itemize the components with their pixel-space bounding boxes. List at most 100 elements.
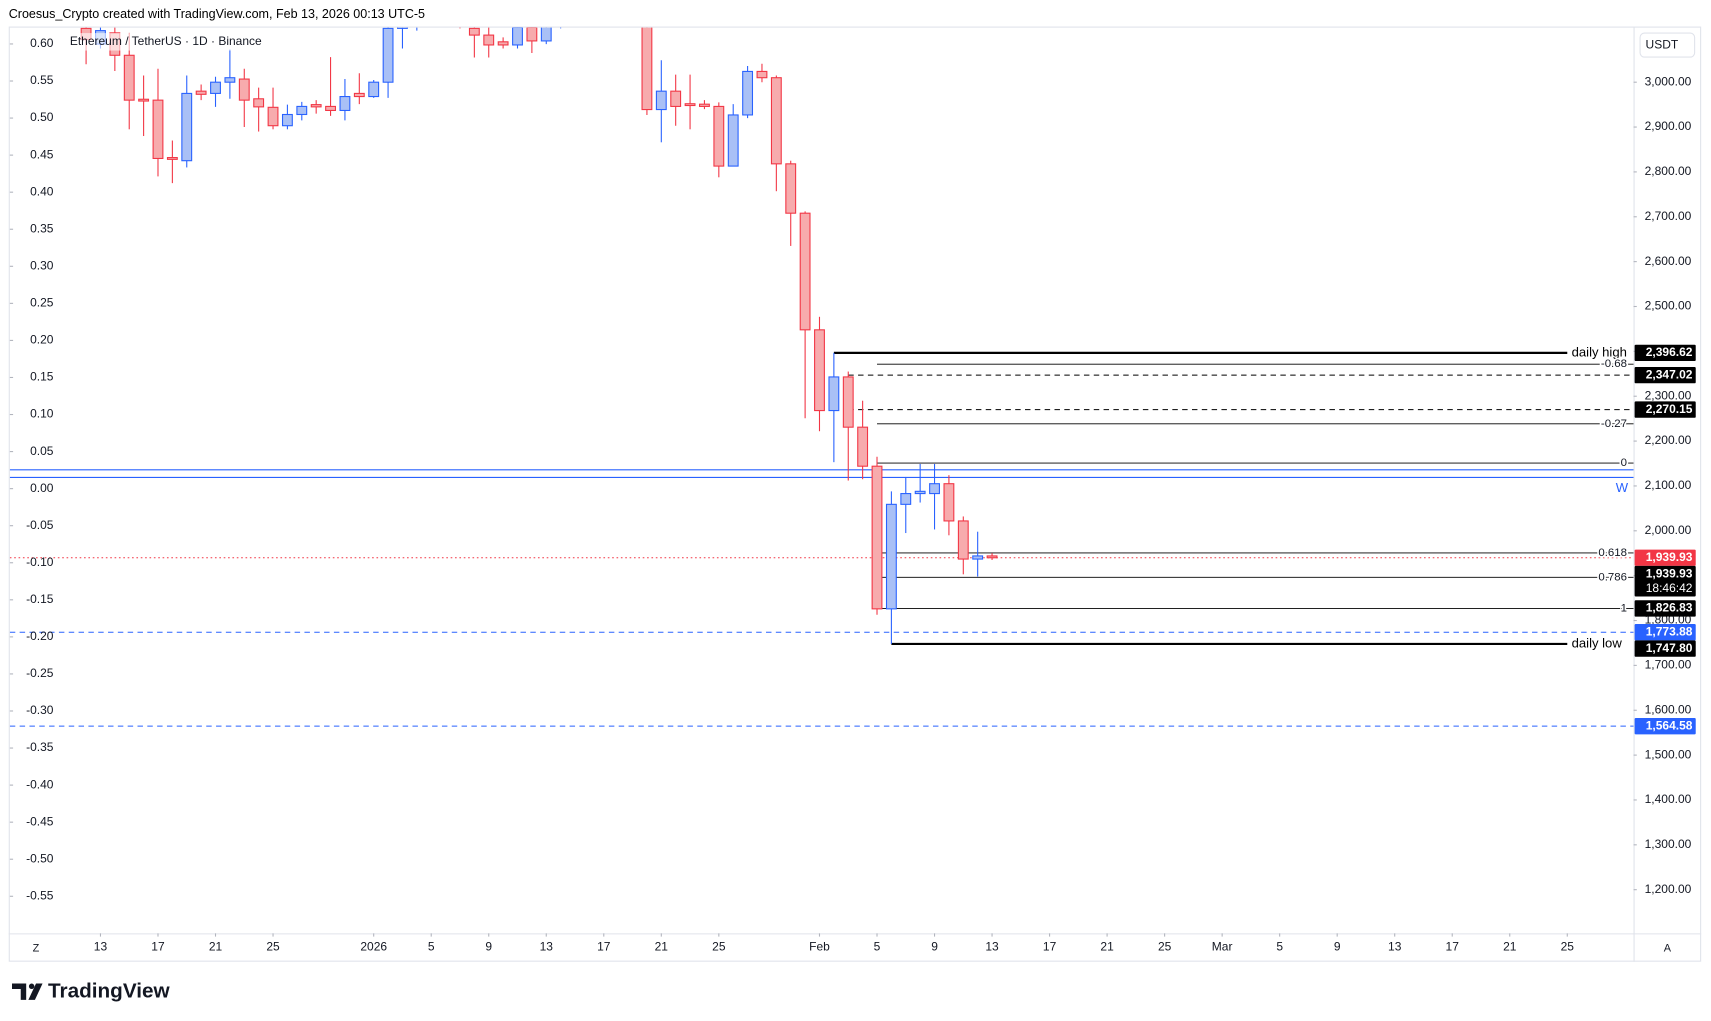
candle-body	[972, 555, 984, 560]
x-tick-label: 17	[1043, 940, 1057, 954]
fib-label: 0.786	[1598, 571, 1627, 583]
x-tick-label: 9	[485, 940, 492, 954]
candle-body	[210, 81, 221, 94]
candle-body	[253, 98, 265, 108]
y2-tick-label: -0.55	[26, 888, 54, 902]
fib-label: 0	[1621, 457, 1627, 469]
candle-body	[670, 90, 682, 107]
candle-body	[152, 99, 164, 160]
candle-body	[756, 70, 768, 79]
candle-body	[281, 113, 293, 127]
timezone-button[interactable]: Z	[33, 942, 40, 954]
candle-body	[770, 77, 782, 165]
candle-body	[368, 81, 380, 98]
candle-body	[181, 92, 193, 162]
candle-body	[512, 27, 523, 46]
candle-body	[900, 493, 912, 505]
y-tick-label: 1,300.00	[1645, 837, 1692, 851]
level-text: W	[1616, 480, 1629, 495]
y-tick-label: 1,700.00	[1645, 658, 1692, 672]
candle-body	[397, 27, 408, 29]
price-badge-label: 2,396.62	[1646, 345, 1693, 359]
y2-tick-label: -0.20	[26, 629, 54, 643]
price-badge	[1634, 600, 1696, 617]
candle-body	[166, 157, 178, 160]
price-badge-label: 2,347.02	[1646, 367, 1693, 381]
price-badge	[1634, 401, 1696, 418]
y-tick-label: 2,000.00	[1645, 523, 1692, 537]
x-tick-label: 25	[712, 940, 726, 954]
frame	[8, 26, 1702, 962]
fib-label: -0.68	[1601, 358, 1627, 370]
price-badge	[1634, 624, 1696, 641]
candle-body	[857, 426, 869, 467]
candle-body	[123, 54, 135, 101]
y2-tick-label: -0.25	[26, 666, 54, 680]
price-badge-label: 1,826.83	[1646, 601, 1693, 615]
auto-scale-button[interactable]: A	[1664, 942, 1672, 954]
candle-body	[238, 78, 250, 101]
candle-body	[929, 483, 940, 495]
fib-label: 0.618	[1598, 547, 1627, 559]
level-text: daily high	[1572, 344, 1627, 359]
y2-tick-label: 0.35	[30, 221, 54, 235]
x-tick-label: 21	[1503, 940, 1517, 954]
candle-body	[727, 114, 739, 167]
y2-tick-label: 0.10	[30, 407, 54, 421]
candle-body	[483, 34, 495, 46]
y-tick-label: 3,000.00	[1645, 74, 1692, 88]
candle-body	[540, 27, 552, 42]
currency[interactable]: USDT	[1646, 37, 1679, 51]
price-badge-label: 2,270.15	[1646, 402, 1693, 416]
candle-body	[526, 27, 538, 42]
y-tick-label: 2,700.00	[1645, 209, 1692, 223]
pane: daily high daily low W -0.68 -0.27 0 0.618 0.78…	[9, 27, 1634, 727]
candle-body	[353, 92, 365, 98]
y-tick-label: 2,100.00	[1645, 478, 1692, 492]
y2-tick-label: 0.45	[30, 147, 54, 161]
x-tick-label: 25	[1158, 940, 1172, 954]
x-tick-label: 9	[931, 940, 938, 954]
price-badge	[1634, 344, 1696, 362]
y2-tick-label: -0.10	[26, 555, 54, 569]
y2-tick-label: -0.50	[26, 851, 54, 865]
y-tick-label: 2,200.00	[1645, 433, 1692, 447]
x-tick-label: 25	[1561, 940, 1575, 954]
candle-body	[957, 520, 969, 560]
x-tick-label: Mar	[1212, 940, 1233, 954]
y2-tick-label: -0.35	[26, 740, 54, 754]
countdown: 18:46:42	[1646, 581, 1693, 595]
x-tick-label: Feb	[809, 940, 830, 954]
y2-tick-label: -0.05	[26, 518, 54, 532]
y2-tick-label: 0.05	[30, 444, 54, 458]
x-tick-label: 13	[94, 940, 108, 954]
y2-tick-label: 0.00	[30, 481, 54, 495]
candle-body	[914, 490, 926, 495]
candle-body	[339, 96, 351, 112]
y-tick-label: 2,800.00	[1645, 164, 1692, 178]
price-badge-label: 1,939.93	[1646, 550, 1693, 564]
x-tick-label: 5	[874, 940, 881, 954]
candle-body	[641, 27, 653, 111]
candle-body	[699, 103, 710, 107]
y2-tick-label: -0.15	[26, 592, 54, 606]
candle-body	[885, 503, 897, 610]
x-tick-label: 17	[151, 940, 165, 954]
y2-tick-label: -0.45	[26, 814, 54, 828]
x-tick-label: 5	[428, 940, 435, 954]
level-text: daily low	[1572, 635, 1623, 650]
axes: 13 17 21 25 2026 5 9 13 17 21 25 Feb 5 9 13 17 21 25 Mar 5 9…	[9, 36, 1696, 954]
candle-body	[828, 376, 840, 412]
currency-button[interactable]	[1639, 32, 1696, 58]
y-tick-label: 2,600.00	[1645, 254, 1692, 268]
y2-tick-label: 0.15	[30, 370, 54, 384]
candle-body	[842, 376, 854, 428]
candle-body	[684, 103, 696, 107]
legend-bg	[65, 33, 273, 51]
candle-body	[382, 27, 394, 83]
price-badge	[1634, 366, 1696, 384]
x-tick-label: 2026	[360, 940, 387, 954]
candle-body	[814, 329, 825, 412]
x-tick-label: 5	[1276, 940, 1283, 954]
candle-body	[713, 105, 725, 167]
